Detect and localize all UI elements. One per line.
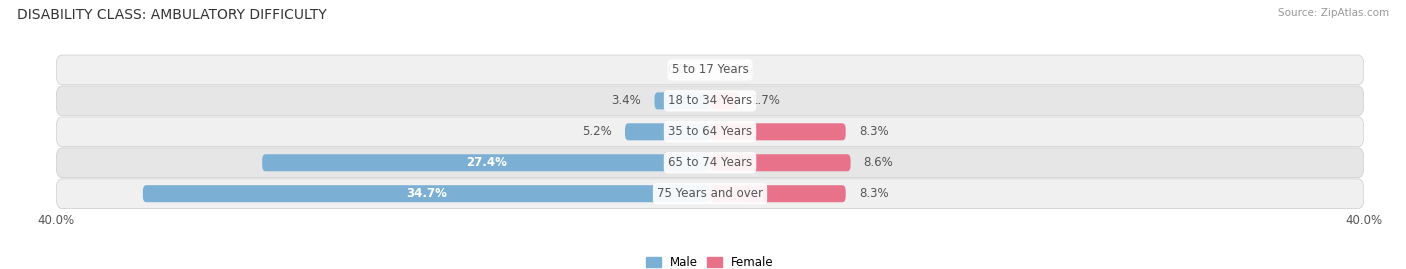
Text: 0.0%: 0.0% bbox=[723, 63, 752, 76]
Text: 8.3%: 8.3% bbox=[859, 125, 889, 138]
FancyBboxPatch shape bbox=[654, 92, 710, 109]
FancyBboxPatch shape bbox=[710, 123, 845, 140]
Text: DISABILITY CLASS: AMBULATORY DIFFICULTY: DISABILITY CLASS: AMBULATORY DIFFICULTY bbox=[17, 8, 326, 22]
Text: 75 Years and over: 75 Years and over bbox=[657, 187, 763, 200]
Text: 5 to 17 Years: 5 to 17 Years bbox=[672, 63, 748, 76]
Text: 3.4%: 3.4% bbox=[612, 94, 641, 107]
FancyBboxPatch shape bbox=[626, 123, 710, 140]
Text: 5.2%: 5.2% bbox=[582, 125, 612, 138]
Text: 34.7%: 34.7% bbox=[406, 187, 447, 200]
FancyBboxPatch shape bbox=[710, 185, 845, 202]
FancyBboxPatch shape bbox=[56, 55, 1364, 85]
FancyBboxPatch shape bbox=[710, 92, 738, 109]
FancyBboxPatch shape bbox=[56, 148, 1364, 178]
Legend: Male, Female: Male, Female bbox=[641, 252, 779, 269]
FancyBboxPatch shape bbox=[143, 185, 710, 202]
FancyBboxPatch shape bbox=[710, 154, 851, 171]
Text: 8.6%: 8.6% bbox=[863, 156, 893, 169]
Text: 18 to 34 Years: 18 to 34 Years bbox=[668, 94, 752, 107]
Text: 1.7%: 1.7% bbox=[751, 94, 780, 107]
Text: 0.0%: 0.0% bbox=[668, 63, 697, 76]
Text: 65 to 74 Years: 65 to 74 Years bbox=[668, 156, 752, 169]
Text: 35 to 64 Years: 35 to 64 Years bbox=[668, 125, 752, 138]
Text: 8.3%: 8.3% bbox=[859, 187, 889, 200]
FancyBboxPatch shape bbox=[56, 86, 1364, 116]
FancyBboxPatch shape bbox=[56, 179, 1364, 208]
FancyBboxPatch shape bbox=[56, 117, 1364, 147]
Text: Source: ZipAtlas.com: Source: ZipAtlas.com bbox=[1278, 8, 1389, 18]
Text: 27.4%: 27.4% bbox=[465, 156, 506, 169]
FancyBboxPatch shape bbox=[262, 154, 710, 171]
